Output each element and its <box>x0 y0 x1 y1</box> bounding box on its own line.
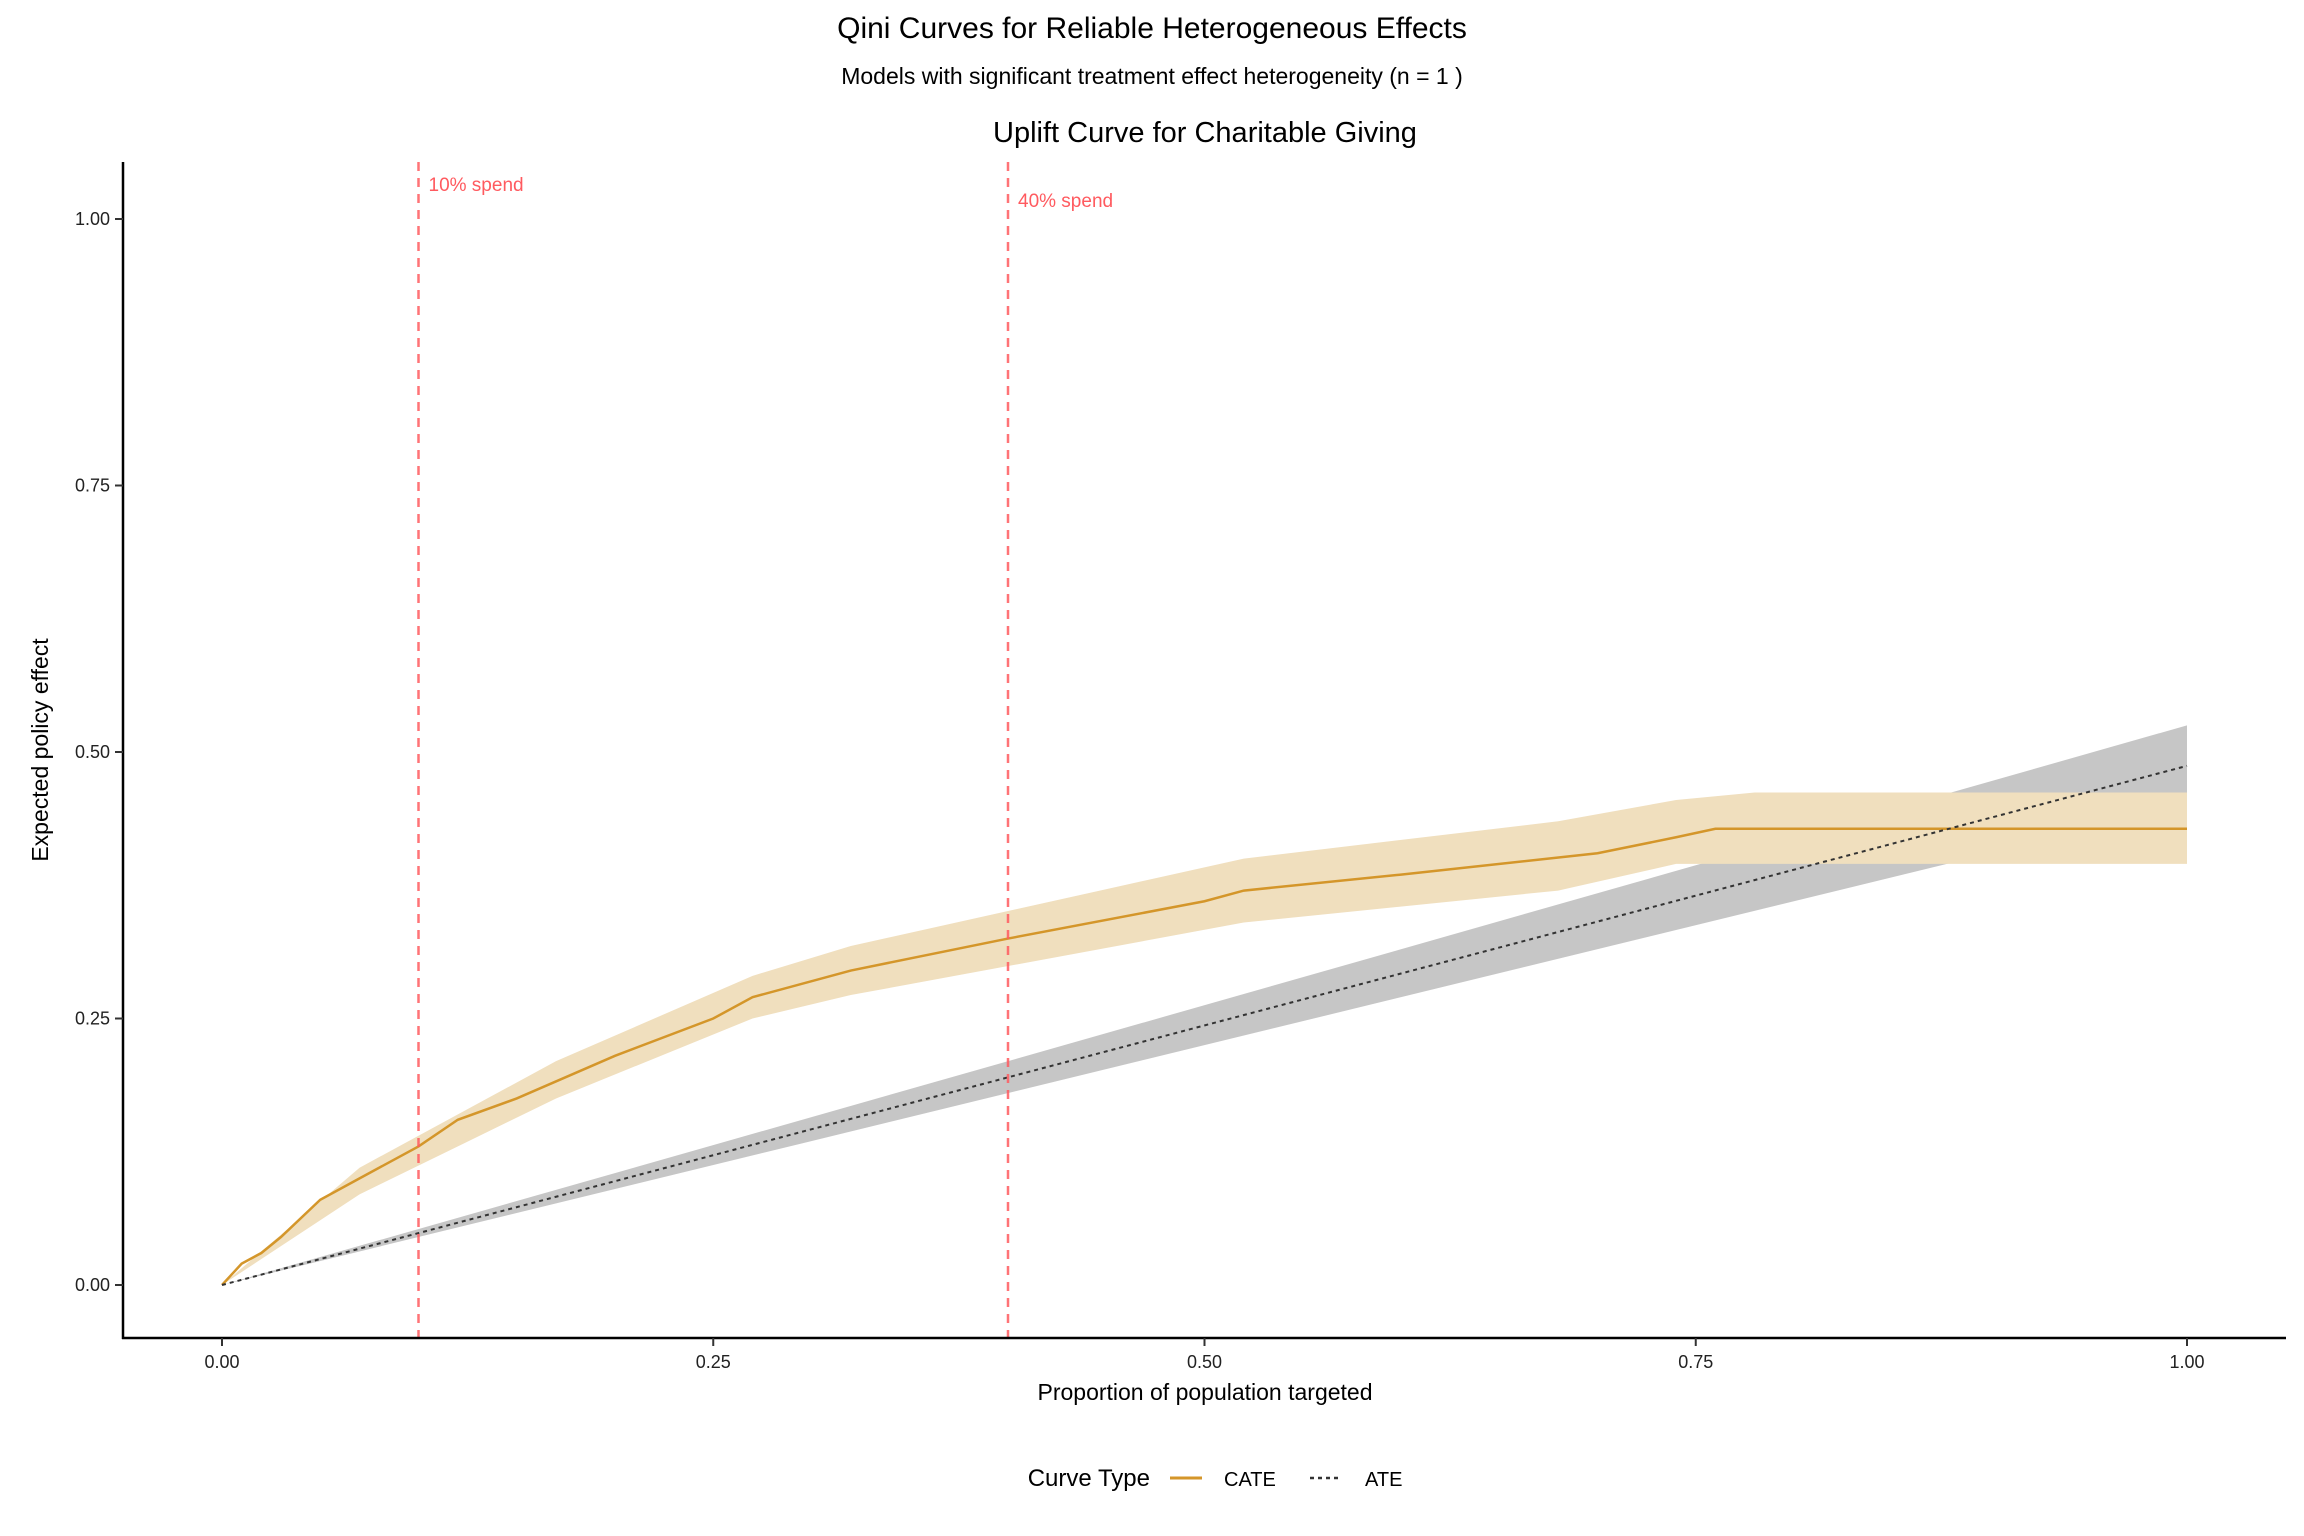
y-tick-label: 0.50 <box>75 742 110 762</box>
y-tick-label: 0.75 <box>75 476 110 496</box>
chart-title: Qini Curves for Reliable Heterogeneous E… <box>837 12 1467 45</box>
spend-label-40: 40% spend <box>1018 191 1113 212</box>
cate-confidence-band <box>222 792 2187 1285</box>
y-tick-label: 0.25 <box>75 1009 110 1029</box>
spend-label-10: 10% spend <box>429 175 524 196</box>
legend-ate-label: ATE <box>1365 1469 1402 1491</box>
legend-title: Curve Type <box>1028 1465 1150 1492</box>
x-axis-label: Proportion of population targeted <box>1037 1379 1372 1405</box>
cate-line <box>221 827 2187 1286</box>
x-tick-label: 0.00 <box>204 1352 239 1372</box>
x-tick-label: 1.00 <box>2169 1352 2204 1372</box>
legend-cate-label: CATE <box>1224 1469 1276 1491</box>
x-tick-label: 0.25 <box>696 1352 731 1372</box>
x-tick-label: 0.75 <box>1678 1352 1713 1372</box>
chart-subtitle: Models with significant treatment effect… <box>841 63 1463 89</box>
ate-line <box>221 764 2188 1286</box>
legend: Curve Type CATE ATE <box>1028 1465 1403 1492</box>
y-tick-label: 1.00 <box>75 209 110 229</box>
y-axis-label: Expected policy effect <box>27 638 53 862</box>
x-tick-label: 0.50 <box>1187 1352 1222 1372</box>
ate-confidence-band <box>222 725 2187 1285</box>
y-tick-label: 0.00 <box>75 1275 110 1295</box>
panel-title: Uplift Curve for Charitable Giving <box>993 117 1417 149</box>
